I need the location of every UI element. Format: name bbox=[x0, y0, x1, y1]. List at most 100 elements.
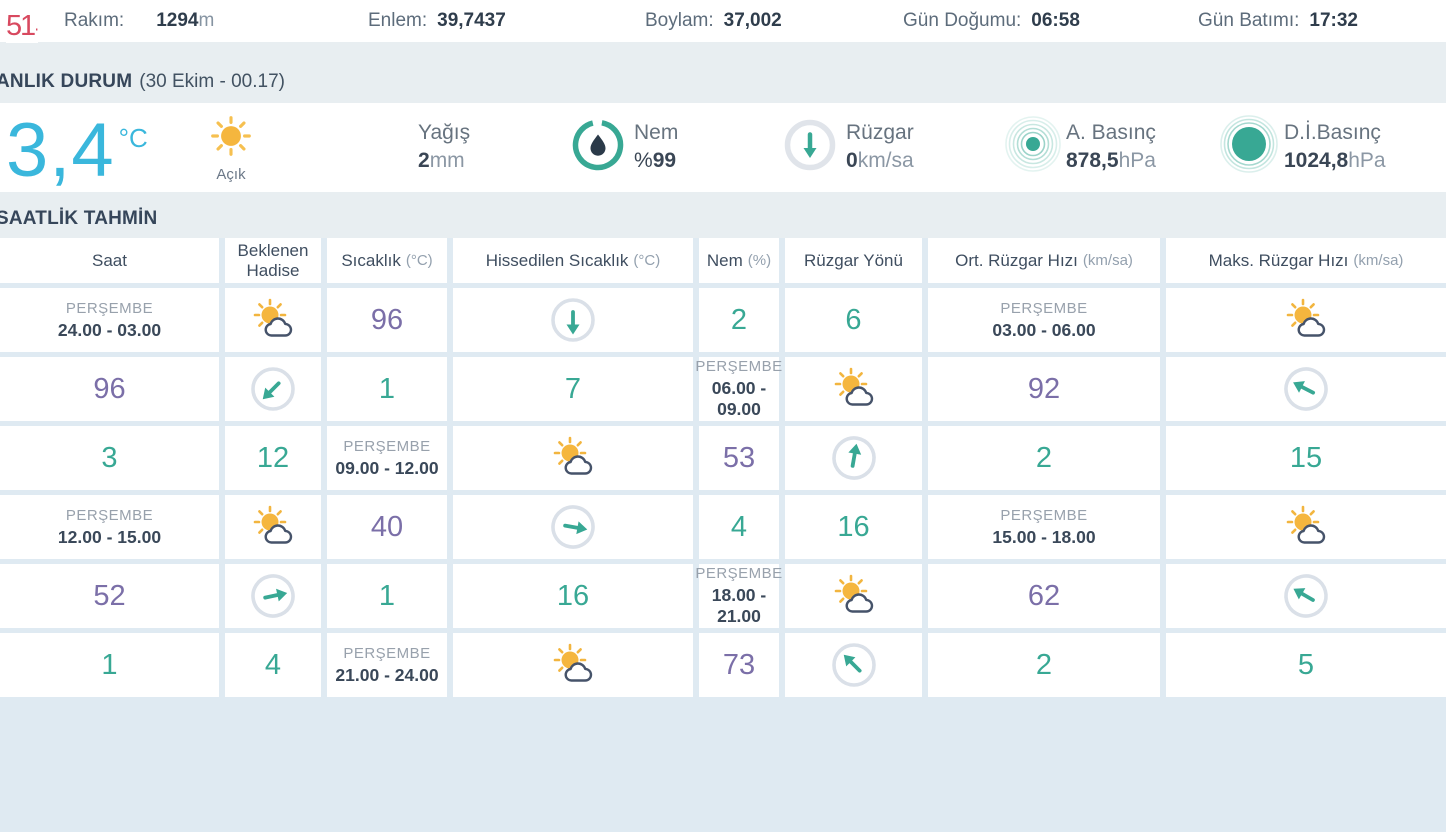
avg-wind-cell: 2 bbox=[928, 633, 1160, 697]
wind-direction-icon bbox=[826, 430, 882, 486]
column-header-saat: Saat bbox=[0, 238, 219, 283]
altitude-label: Rakım: bbox=[64, 10, 125, 31]
saat-cell: PERŞEMBE 03.00 - 06.00 bbox=[928, 288, 1160, 352]
saat-cell: PERŞEMBE 18.00 - 21.00 bbox=[695, 564, 782, 628]
pressure-unit: hPa bbox=[1118, 149, 1156, 172]
header-label: Sıcaklık bbox=[341, 250, 401, 270]
wind-unit: km/sa bbox=[857, 149, 914, 172]
max-wind-cell: 15 bbox=[1166, 426, 1446, 490]
sea-pressure-value: 1024,8hPa bbox=[1284, 147, 1386, 175]
altitude-info: Rakım: 1294 m bbox=[64, 0, 214, 42]
humidity-icon bbox=[570, 117, 626, 173]
wind-direction-cell bbox=[453, 495, 693, 559]
sea-pressure-amount: 1024,8 bbox=[1284, 149, 1349, 172]
max-wind-cell: 16 bbox=[453, 564, 693, 628]
max-wind-cell: 6 bbox=[785, 288, 922, 352]
current-temperature-unit: °C bbox=[118, 123, 148, 153]
column-header-avg-wind: Ort. Rüzgar Hızı (km/sa) bbox=[928, 238, 1160, 283]
wind-direction-icon bbox=[239, 355, 307, 423]
sun-cloud-icon bbox=[548, 643, 598, 687]
altitude-value: 1294 bbox=[156, 10, 199, 31]
wind-direction-cell bbox=[225, 564, 321, 628]
avg-wind-cell: 1 bbox=[327, 357, 447, 421]
wind-direction-icon bbox=[545, 499, 601, 555]
time-range: 12.00 - 15.00 bbox=[57, 526, 162, 547]
sun-cloud-icon bbox=[248, 505, 298, 549]
wind-direction-cell bbox=[785, 633, 922, 697]
sunset-value: 17:32 bbox=[1309, 10, 1358, 31]
max-wind-cell: 16 bbox=[785, 495, 922, 559]
column-header-temperature: Sıcaklık (°C) bbox=[327, 238, 447, 283]
current-conditions: 3,4 °C Açık Yağış 2mm Nem %99 Rüzgar 0km… bbox=[0, 103, 1446, 192]
column-header-condition: Beklenen Hadise bbox=[225, 238, 321, 283]
time-range: 18.00 - 21.00 bbox=[711, 585, 767, 626]
day-label: PERŞEMBE bbox=[343, 644, 431, 662]
sun-cloud-icon bbox=[248, 298, 298, 342]
max-wind-cell: 7 bbox=[453, 357, 693, 421]
sun-cloud-icon bbox=[548, 436, 598, 480]
wind-direction-cell bbox=[225, 357, 321, 421]
condition-cell bbox=[453, 426, 693, 490]
sea-pressure-label: D.İ.Basınç bbox=[1284, 121, 1381, 144]
sunset-info: Gün Batımı: 17:32 bbox=[1198, 0, 1358, 42]
column-header-max-wind: Maks. Rüzgar Hızı (km/sa) bbox=[1166, 238, 1446, 283]
header-label: Nem bbox=[706, 250, 743, 270]
day-label: PERŞEMBE bbox=[695, 565, 783, 582]
condition-cell bbox=[453, 633, 693, 697]
wind-direction-icon bbox=[245, 568, 302, 625]
sun-icon bbox=[208, 113, 254, 159]
longitude-value: 37,002 bbox=[723, 10, 782, 31]
hourly-section-title: SAATLİK TAHMİN bbox=[0, 208, 158, 229]
column-header-humidity: Nem (%) bbox=[699, 238, 779, 283]
humidity-cell: 62 bbox=[928, 564, 1160, 628]
header-unit: (km/sa) bbox=[1082, 251, 1133, 269]
condition-cell bbox=[785, 357, 922, 421]
wind-speed: 0 bbox=[846, 149, 858, 172]
current-section-timestamp: (30 Ekim - 00.17) bbox=[139, 70, 285, 92]
column-header-wind-direction: Rüzgar Yönü bbox=[785, 238, 922, 283]
wind-direction-cell bbox=[785, 426, 922, 490]
max-wind-cell: 5 bbox=[1166, 633, 1446, 697]
latitude-label: Enlem: bbox=[368, 10, 428, 31]
current-temperature: 3,4 °C bbox=[6, 113, 148, 189]
header-label: Ort. Rüzgar Hızı bbox=[955, 250, 1078, 270]
sun-cloud-icon bbox=[829, 367, 879, 411]
humidity-prefix: % bbox=[634, 149, 653, 172]
current-section-title: ANLIK DURUM bbox=[0, 70, 133, 92]
pressure-value: 878,5hPa bbox=[1066, 147, 1156, 175]
humidity-cell: 52 bbox=[0, 564, 219, 628]
sun-cloud-icon bbox=[1281, 298, 1331, 342]
humidity-metric: Nem %99 bbox=[634, 119, 678, 175]
precipitation-metric: Yağış 2mm bbox=[418, 119, 470, 175]
header-label: Rüzgar Yönü bbox=[804, 250, 903, 270]
header-label: Maks. Rüzgar Hızı bbox=[1208, 250, 1349, 270]
pressure-amount: 878,5 bbox=[1066, 149, 1119, 172]
day-label: PERŞEMBE bbox=[343, 437, 431, 455]
current-condition-label: Açık bbox=[216, 166, 246, 183]
sunrise-info: Gün Doğumu: 06:58 bbox=[903, 0, 1080, 42]
wind-direction-icon bbox=[549, 296, 597, 344]
wind-direction-icon bbox=[820, 631, 888, 699]
latitude-value: 39,7437 bbox=[437, 10, 506, 31]
humidity-cell: 40 bbox=[327, 495, 447, 559]
avg-wind-cell: 1 bbox=[0, 633, 219, 697]
avg-wind-cell: 3 bbox=[0, 426, 219, 490]
time-range: 24.00 - 03.00 bbox=[57, 319, 162, 340]
humidity-value: %99 bbox=[634, 147, 678, 175]
max-wind-cell: 4 bbox=[225, 633, 321, 697]
wind-direction-cell bbox=[453, 288, 693, 352]
wind-label: Rüzgar bbox=[846, 121, 914, 144]
current-section-band: ANLIK DURUM (30 Ekim - 00.17) bbox=[0, 42, 1446, 103]
column-header-feels-like: Hissedilen Sıcaklık (°C) bbox=[453, 238, 693, 283]
precipitation-unit: mm bbox=[429, 149, 465, 172]
condition-cell bbox=[1166, 495, 1446, 559]
day-label: PERŞEMBE bbox=[1000, 506, 1088, 524]
condition-cell bbox=[225, 495, 321, 559]
time-range: 03.00 - 06.00 bbox=[992, 319, 1096, 340]
avg-wind-cell: 1 bbox=[327, 564, 447, 628]
feels-like-cell: 5 bbox=[6, 10, 23, 43]
avg-wind-cell: 2 bbox=[928, 426, 1160, 490]
wind-direction-cell bbox=[1166, 357, 1446, 421]
day-label: PERŞEMBE bbox=[1000, 299, 1088, 317]
